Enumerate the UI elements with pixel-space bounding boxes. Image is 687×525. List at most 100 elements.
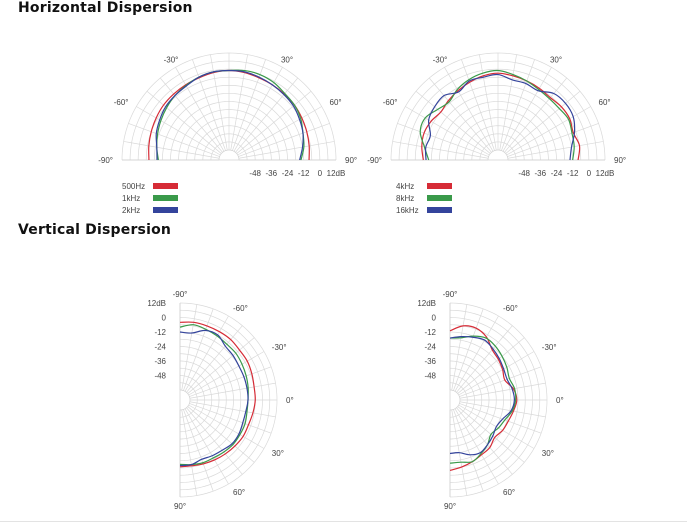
grid-spoke: [451, 304, 468, 391]
series-line-2khz: [155, 69, 304, 161]
grid-spoke: [392, 141, 489, 159]
angle-label: 90°: [345, 156, 357, 165]
grid-spoke: [453, 409, 484, 492]
grid-spoke: [237, 106, 322, 156]
grid-spoke: [181, 409, 198, 496]
angle-label: 90°: [174, 502, 186, 511]
series-line-series-2: [449, 335, 517, 464]
grid-spoke: [189, 403, 272, 434]
grid-spoke: [189, 366, 272, 397]
legend-label: 4kHz: [396, 182, 414, 191]
angle-label: 60°: [330, 98, 342, 107]
grid-spoke: [159, 77, 223, 153]
radial-tick-label: 12dB: [147, 299, 166, 308]
grid-spoke: [146, 90, 222, 154]
series-line-series-3: [179, 329, 249, 467]
grid-spoke: [183, 308, 214, 391]
grid-spoke: [504, 77, 568, 153]
radial-tick-label: 12dB: [417, 299, 436, 308]
grid-spoke: [405, 106, 490, 156]
legend-label: 16kHz: [396, 206, 419, 215]
radial-tick-label: -36: [154, 357, 166, 366]
legend-swatch: [427, 195, 452, 201]
radial-tick-label: -48: [424, 372, 436, 381]
bottom-divider: [0, 521, 687, 522]
legend-swatch: [427, 183, 452, 189]
grid-spoke: [454, 408, 499, 485]
angle-label: -60°: [503, 304, 518, 313]
grid-spoke: [136, 106, 221, 156]
angle-label: 30°: [542, 449, 554, 458]
grid-spoke: [175, 67, 225, 152]
grid-spoke: [457, 337, 525, 394]
legend-swatch: [153, 183, 178, 189]
grid-spoke: [428, 77, 492, 153]
radial-tick-label: 0: [162, 314, 167, 323]
angle-label: -60°: [233, 304, 248, 313]
radial-tick-label: -36: [535, 169, 547, 178]
angle-label: -60°: [383, 98, 398, 107]
angle-label: -90°: [173, 290, 188, 299]
series-line-8khz: [419, 69, 575, 161]
grid-spoke: [186, 407, 243, 475]
legend-swatch: [153, 195, 178, 201]
grid-spoke: [235, 77, 299, 153]
grid-spoke: [184, 408, 229, 485]
legend-label: 1kHz: [122, 194, 140, 203]
horizontal-dispersion-heading: Horizontal Dispersion: [18, 0, 193, 16]
legend-label: 2kHz: [122, 206, 140, 215]
grid-spoke: [479, 54, 497, 151]
angle-label: -60°: [114, 98, 129, 107]
grid-spoke: [183, 409, 214, 492]
radial-tick-label: -12: [567, 169, 579, 178]
polar-chart-1: -90° -60° -30° 30° 60° 90° -48 -36 -24 -12 0 12dB 50…: [98, 52, 357, 215]
grid-spoke: [188, 404, 265, 449]
radial-tick-label: -24: [424, 343, 436, 352]
grid-spoke: [192, 59, 226, 151]
radial-tick-label: -48: [518, 169, 530, 178]
radial-tick-label: -12: [424, 328, 436, 337]
grid-spoke: [507, 141, 604, 159]
series-line-16khz: [424, 73, 576, 161]
grid-spoke: [459, 403, 542, 434]
angle-label: -30°: [433, 56, 448, 65]
radial-tick-label: -48: [154, 372, 166, 381]
angle-label: 90°: [614, 156, 626, 165]
polar-chart-3: -90° -60° -30° 0° 30° 60° 90° 12dB 0 -12 -24 -36 -48: [147, 290, 293, 511]
angle-label: 60°: [233, 488, 245, 497]
angle-label: -30°: [272, 343, 287, 352]
grid-spoke: [453, 308, 484, 391]
angle-label: 30°: [272, 449, 284, 458]
legend-label: 8kHz: [396, 194, 414, 203]
angle-label: -30°: [542, 343, 557, 352]
radial-tick-label: -24: [154, 343, 166, 352]
grid-spoke: [187, 406, 255, 463]
grid-spoke: [454, 315, 499, 392]
grid-spoke: [459, 382, 546, 399]
grid-spoke: [444, 67, 494, 152]
grid-spoke: [123, 141, 220, 159]
angle-label: 0°: [286, 396, 294, 405]
grid-spoke: [238, 123, 330, 157]
grid-spoke: [456, 325, 513, 393]
radial-tick-label: 12dB: [596, 169, 615, 178]
polar-chart-4: -90° -60° -30° 0° 30° 60° 90° 12dB 0 -12 -24 -36 -48: [417, 290, 563, 511]
grid-spoke: [188, 351, 265, 396]
grid-spoke: [128, 123, 220, 157]
legend-swatch: [427, 207, 452, 213]
grid-spoke: [233, 67, 283, 152]
vertical-dispersion-heading: Vertical Dispersion: [18, 222, 172, 238]
grid-spoke: [236, 90, 312, 154]
grid-spoke: [459, 366, 542, 397]
angle-label: 60°: [503, 488, 515, 497]
grid-spoke: [415, 90, 491, 154]
series-line-series-2: [179, 324, 249, 466]
polar-chart-2: -90° -60° -30° 30° 60° 90° -48 -36 -24 -12 0 12dB 4k…: [367, 52, 626, 215]
radial-tick-label: -24: [551, 169, 563, 178]
radial-tick-label: 0: [432, 314, 437, 323]
grid-spoke: [502, 67, 552, 152]
angle-label: 0°: [556, 396, 564, 405]
grid-spoke: [456, 407, 513, 475]
angle-label: -90°: [98, 156, 113, 165]
